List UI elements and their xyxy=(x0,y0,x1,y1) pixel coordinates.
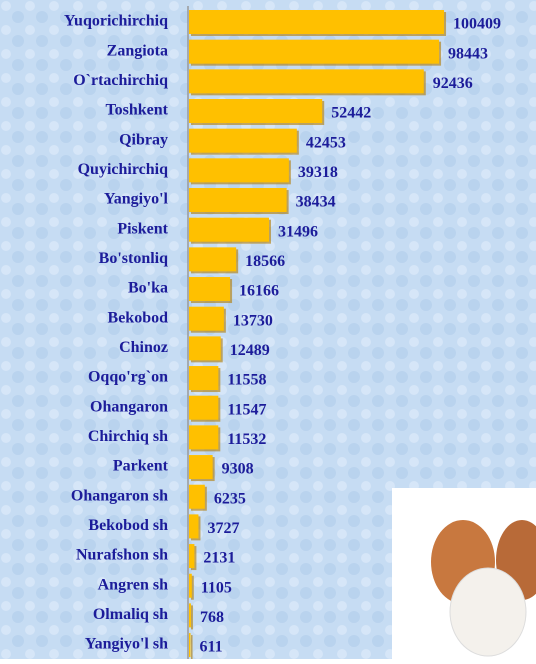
category-label: Bo'stonliq xyxy=(99,250,168,267)
bar xyxy=(189,218,269,242)
value-label: 3727 xyxy=(207,520,239,537)
bar xyxy=(189,10,444,34)
bar xyxy=(189,574,192,598)
bar xyxy=(189,336,221,360)
value-label: 52442 xyxy=(331,105,371,122)
value-label: 11558 xyxy=(227,372,266,389)
bar xyxy=(189,188,287,212)
bar xyxy=(189,307,224,331)
bar xyxy=(189,247,236,271)
bar xyxy=(189,366,218,390)
category-label: Bekobod sh xyxy=(88,517,168,534)
value-label: 16166 xyxy=(239,283,279,300)
category-label: Ohangaron sh xyxy=(71,487,168,504)
category-label: Angren sh xyxy=(98,576,168,593)
category-label: O`rtachirchiq xyxy=(73,72,168,89)
bar xyxy=(189,69,424,93)
chart: Yuqorichirchiq 100409 Zangiota 98443 O`rtach… xyxy=(0,0,536,659)
bar xyxy=(189,544,194,568)
value-label: 11547 xyxy=(227,401,266,418)
category-label: Ohangaron xyxy=(90,398,168,415)
category-label: Qibray xyxy=(119,131,168,148)
category-label: Oqqo'rg`on xyxy=(88,369,168,386)
bar xyxy=(189,485,205,509)
category-label: Quyichirchiq xyxy=(78,161,168,178)
value-label: 42453 xyxy=(306,134,346,151)
bar xyxy=(189,277,230,301)
category-label: Zangiota xyxy=(107,42,168,59)
category-label: Yangiyo'l sh xyxy=(85,636,168,653)
bar xyxy=(189,99,322,123)
category-label: Chirchiq sh xyxy=(88,428,168,445)
bar-shadow xyxy=(191,635,193,659)
value-label: 98443 xyxy=(448,45,488,62)
category-label: Yuqorichirchiq xyxy=(64,13,168,30)
value-label: 2131 xyxy=(203,550,235,567)
bar xyxy=(189,603,191,627)
bar xyxy=(189,514,198,538)
category-label: Chinoz xyxy=(119,339,168,356)
value-label: 39318 xyxy=(298,164,338,181)
bar xyxy=(189,455,213,479)
bar xyxy=(189,40,439,64)
value-label: 31496 xyxy=(278,223,318,240)
value-label: 13730 xyxy=(233,312,273,329)
bar-shadow xyxy=(191,605,193,629)
value-label: 12489 xyxy=(230,342,270,359)
bar xyxy=(189,396,218,420)
bar xyxy=(189,425,218,449)
category-label: Nurafshon sh xyxy=(76,547,168,564)
value-label: 9308 xyxy=(222,461,254,478)
category-label: Yangiyo'l xyxy=(104,191,169,208)
value-label: 100409 xyxy=(453,16,501,33)
value-label: 611 xyxy=(200,639,223,656)
value-label: 92436 xyxy=(433,75,473,92)
category-label: Bo'ka xyxy=(128,280,168,297)
bar xyxy=(189,129,297,153)
category-label: Piskent xyxy=(117,220,168,237)
value-label: 768 xyxy=(200,609,224,626)
category-label: Parkent xyxy=(113,458,169,475)
eggs-photo xyxy=(392,488,536,659)
bar xyxy=(189,158,289,182)
value-label: 11532 xyxy=(227,431,266,448)
value-label: 1105 xyxy=(201,579,232,596)
category-label: Olmaliq sh xyxy=(93,606,168,623)
value-label: 6235 xyxy=(214,490,246,507)
bar xyxy=(189,633,191,657)
category-label: Toshkent xyxy=(105,102,168,119)
value-label: 38434 xyxy=(296,194,336,211)
value-label: 18566 xyxy=(245,253,285,270)
category-label: Bekobod xyxy=(108,309,169,326)
